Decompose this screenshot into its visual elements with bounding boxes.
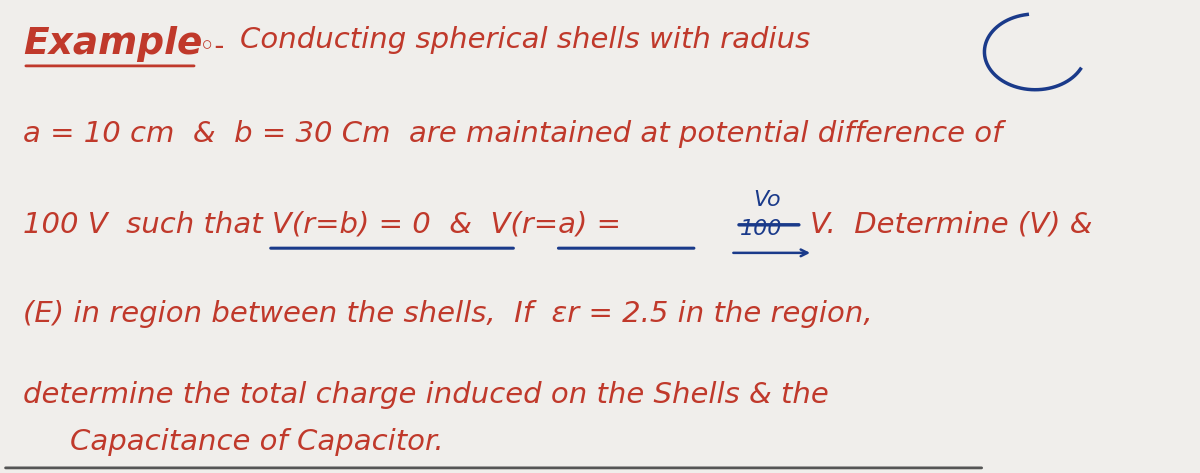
Text: a = 10 cm  &  b = 30 Cm  are maintained at potential difference of: a = 10 cm & b = 30 Cm are maintained at …: [23, 120, 1002, 148]
Text: 100 V  such that V(r=b) = 0  &  V(r=a) =: 100 V such that V(r=b) = 0 & V(r=a) =: [23, 211, 622, 239]
Text: ◦-: ◦-: [199, 33, 226, 61]
Text: Example: Example: [23, 26, 203, 62]
Text: Capacitance of Capacitor.: Capacitance of Capacitor.: [71, 428, 444, 456]
Text: (E) in region between the shells,  If  εr = 2.5 in the region,: (E) in region between the shells, If εr …: [23, 299, 872, 328]
Text: V.  Determine (V) &: V. Determine (V) &: [810, 211, 1092, 239]
Text: 100: 100: [739, 219, 782, 239]
Text: Vo: Vo: [754, 190, 781, 210]
Text: Conducting spherical shells with radius: Conducting spherical shells with radius: [240, 26, 810, 54]
Text: determine the total charge induced on the Shells & the: determine the total charge induced on th…: [23, 381, 829, 410]
